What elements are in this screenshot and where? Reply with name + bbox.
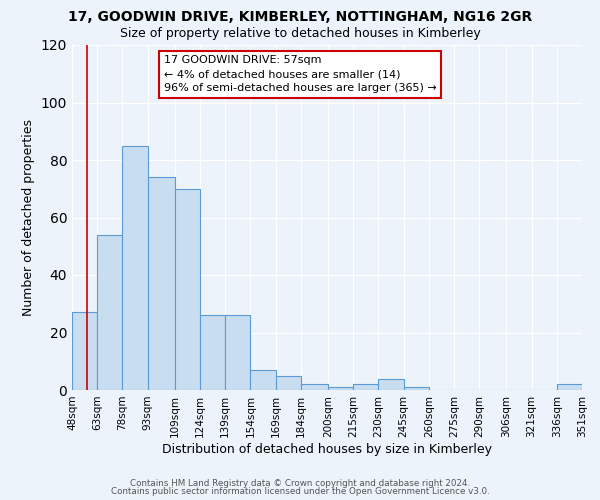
Bar (200, 316, 225, 390)
Bar (250, 370, 275, 390)
Bar (557, 384, 582, 390)
Bar (379, 378, 404, 390)
Bar (328, 387, 353, 390)
Bar (97, 235, 122, 390)
Bar (148, 178, 175, 390)
Text: Contains HM Land Registry data © Crown copyright and database right 2024.: Contains HM Land Registry data © Crown c… (130, 478, 470, 488)
X-axis label: Distribution of detached houses by size in Kimberley: Distribution of detached houses by size … (162, 442, 492, 456)
Bar (122, 146, 148, 390)
Bar (275, 376, 301, 390)
Text: 17 GOODWIN DRIVE: 57sqm
← 4% of detached houses are smaller (14)
96% of semi-det: 17 GOODWIN DRIVE: 57sqm ← 4% of detached… (164, 56, 437, 94)
Bar (72, 312, 97, 390)
Bar (175, 188, 200, 390)
Text: Contains public sector information licensed under the Open Government Licence v3: Contains public sector information licen… (110, 487, 490, 496)
Bar (353, 384, 379, 390)
Bar (301, 384, 328, 390)
Bar (404, 387, 429, 390)
Bar (225, 316, 250, 390)
Text: Size of property relative to detached houses in Kimberley: Size of property relative to detached ho… (119, 28, 481, 40)
Text: 17, GOODWIN DRIVE, KIMBERLEY, NOTTINGHAM, NG16 2GR: 17, GOODWIN DRIVE, KIMBERLEY, NOTTINGHAM… (68, 10, 532, 24)
Y-axis label: Number of detached properties: Number of detached properties (22, 119, 35, 316)
